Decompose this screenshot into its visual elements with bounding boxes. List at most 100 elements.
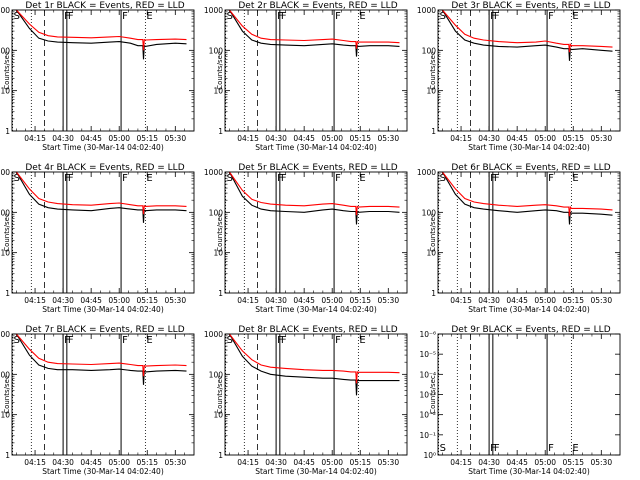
x-tick-label: 05:15	[136, 296, 158, 305]
x-tick-label: 04:45	[506, 296, 528, 305]
panel-title: Det 2r BLACK = Events, RED = LLD	[238, 1, 397, 11]
x-tick-label: 05:30	[164, 458, 186, 467]
lld-series-line	[441, 171, 613, 217]
y-tick-label: 1000	[204, 6, 223, 15]
panel-title: Det 9r BLACK = Events, RED = LLD	[451, 325, 610, 335]
marker-label-f: F	[64, 173, 70, 184]
x-tick-label: 05:00	[321, 458, 343, 467]
marker-label-f: F	[494, 173, 500, 184]
plot-frame	[437, 333, 621, 456]
panel-title: Det 3r BLACK = Events, RED = LLD	[451, 1, 610, 11]
marker-label-f: F	[64, 11, 70, 22]
x-tick-label: 05:15	[562, 458, 584, 467]
detector-panel-8: Det 8r BLACK = Events, RED = LLD Counts/s…	[204, 325, 408, 476]
y-tick-label: 10	[426, 87, 436, 96]
marker-label-f: F	[490, 443, 496, 454]
events-series-line	[15, 333, 187, 385]
y-axis-label: Counts/sec	[429, 375, 437, 414]
y-tick-label: 100	[422, 46, 437, 55]
panel-title: Det 5r BLACK = Events, RED = LLD	[238, 163, 397, 173]
marker-label-f: F	[64, 335, 70, 346]
marker-label-s: S	[14, 335, 20, 346]
y-tick-label: 1000	[0, 330, 10, 339]
plot-frame	[11, 171, 195, 294]
x-tick-label: 05:00	[108, 134, 130, 143]
y-tick-label: 10⁻²	[419, 411, 436, 420]
marker-label-s: S	[227, 173, 233, 184]
marker-label-s: S	[14, 173, 20, 184]
y-axis-label: Counts/sec	[216, 375, 224, 414]
x-tick-label: 04:15	[450, 296, 472, 305]
marker-label-f: F	[277, 335, 283, 346]
y-tick-label: 1	[431, 289, 436, 298]
x-tick-label: 04:45	[293, 296, 315, 305]
events-series-line	[441, 171, 613, 225]
x-tick-label: 04:45	[80, 296, 102, 305]
x-tick-label: 05:15	[136, 458, 158, 467]
x-tick-label: 05:15	[136, 134, 158, 143]
y-tick-label: 10	[0, 249, 10, 258]
events-series-line	[15, 171, 187, 223]
y-tick-label: 10	[426, 249, 436, 258]
marker-label-f: F	[281, 173, 287, 184]
y-tick-label: 10	[213, 411, 223, 420]
x-tick-label: 05:30	[377, 134, 399, 143]
y-tick-label: 10⁻⁵	[419, 350, 436, 359]
x-tick-label: 04:30	[478, 296, 500, 305]
y-tick-label: 10	[0, 87, 10, 96]
events-series-line	[228, 333, 400, 396]
marker-label-f: F	[68, 335, 74, 346]
marker-label-s: S	[227, 335, 233, 346]
detector-panel-9: Det 9r BLACK = Events, RED = LLD Counts/s…	[419, 325, 621, 476]
x-tick-label: 05:00	[534, 296, 556, 305]
lld-series-line	[15, 333, 187, 377]
events-series-line	[228, 9, 400, 57]
marker-label-f: F	[122, 11, 128, 22]
detector-panel-3: Det 3r BLACK = Events, RED = LLD Counts/s…	[417, 1, 621, 152]
y-tick-label: 1	[431, 127, 436, 136]
marker-label-f: F	[494, 11, 500, 22]
marker-label-s: S	[440, 11, 446, 22]
x-axis-label: Start Time (30-Mar-14 04:02:40)	[468, 467, 590, 476]
x-tick-label: 05:15	[349, 458, 371, 467]
marker-label-f: F	[335, 173, 341, 184]
x-tick-label: 04:30	[265, 458, 287, 467]
marker-label-f: F	[281, 335, 287, 346]
y-tick-label: 100	[0, 208, 10, 217]
marker-label-f: F	[281, 11, 287, 22]
marker-label-s: S	[440, 173, 446, 184]
panel-title: Det 7r BLACK = Events, RED = LLD	[25, 325, 184, 335]
marker-label-e: E	[359, 173, 365, 184]
y-tick-label: 100	[209, 208, 224, 217]
events-series-line	[228, 171, 400, 225]
marker-label-f: F	[548, 173, 554, 184]
x-tick-label: 04:15	[24, 134, 46, 143]
x-tick-label: 05:30	[377, 458, 399, 467]
marker-label-f: F	[122, 173, 128, 184]
plot-frame	[11, 333, 195, 456]
lld-series-line	[228, 171, 400, 216]
x-tick-label: 04:15	[237, 458, 259, 467]
y-tick-label: 10	[0, 411, 10, 420]
x-tick-label: 04:30	[52, 134, 74, 143]
marker-label-s: S	[14, 11, 20, 22]
marker-label-e: E	[146, 335, 152, 346]
x-tick-label: 05:30	[590, 458, 612, 467]
marker-label-e: E	[146, 173, 152, 184]
y-tick-label: 100	[0, 46, 10, 55]
marker-label-f: F	[490, 173, 496, 184]
detector-panel-2: Det 2r BLACK = Events, RED = LLD Counts/s…	[204, 1, 408, 152]
x-tick-label: 05:00	[321, 296, 343, 305]
y-tick-label: 1	[5, 451, 10, 460]
x-tick-label: 04:45	[506, 458, 528, 467]
y-axis-label: Counts/sec	[216, 213, 224, 252]
y-tick-label: 10	[213, 249, 223, 258]
x-tick-label: 05:00	[534, 458, 556, 467]
y-tick-label: 1000	[0, 6, 10, 15]
marker-label-f: F	[277, 11, 283, 22]
y-tick-label: 10⁻¹	[419, 431, 436, 440]
y-tick-label: 10⁻⁶	[419, 330, 436, 339]
marker-label-f: F	[548, 11, 554, 22]
detector-panel-1: Det 1r BLACK = Events, RED = LLD Counts/s…	[0, 1, 195, 152]
